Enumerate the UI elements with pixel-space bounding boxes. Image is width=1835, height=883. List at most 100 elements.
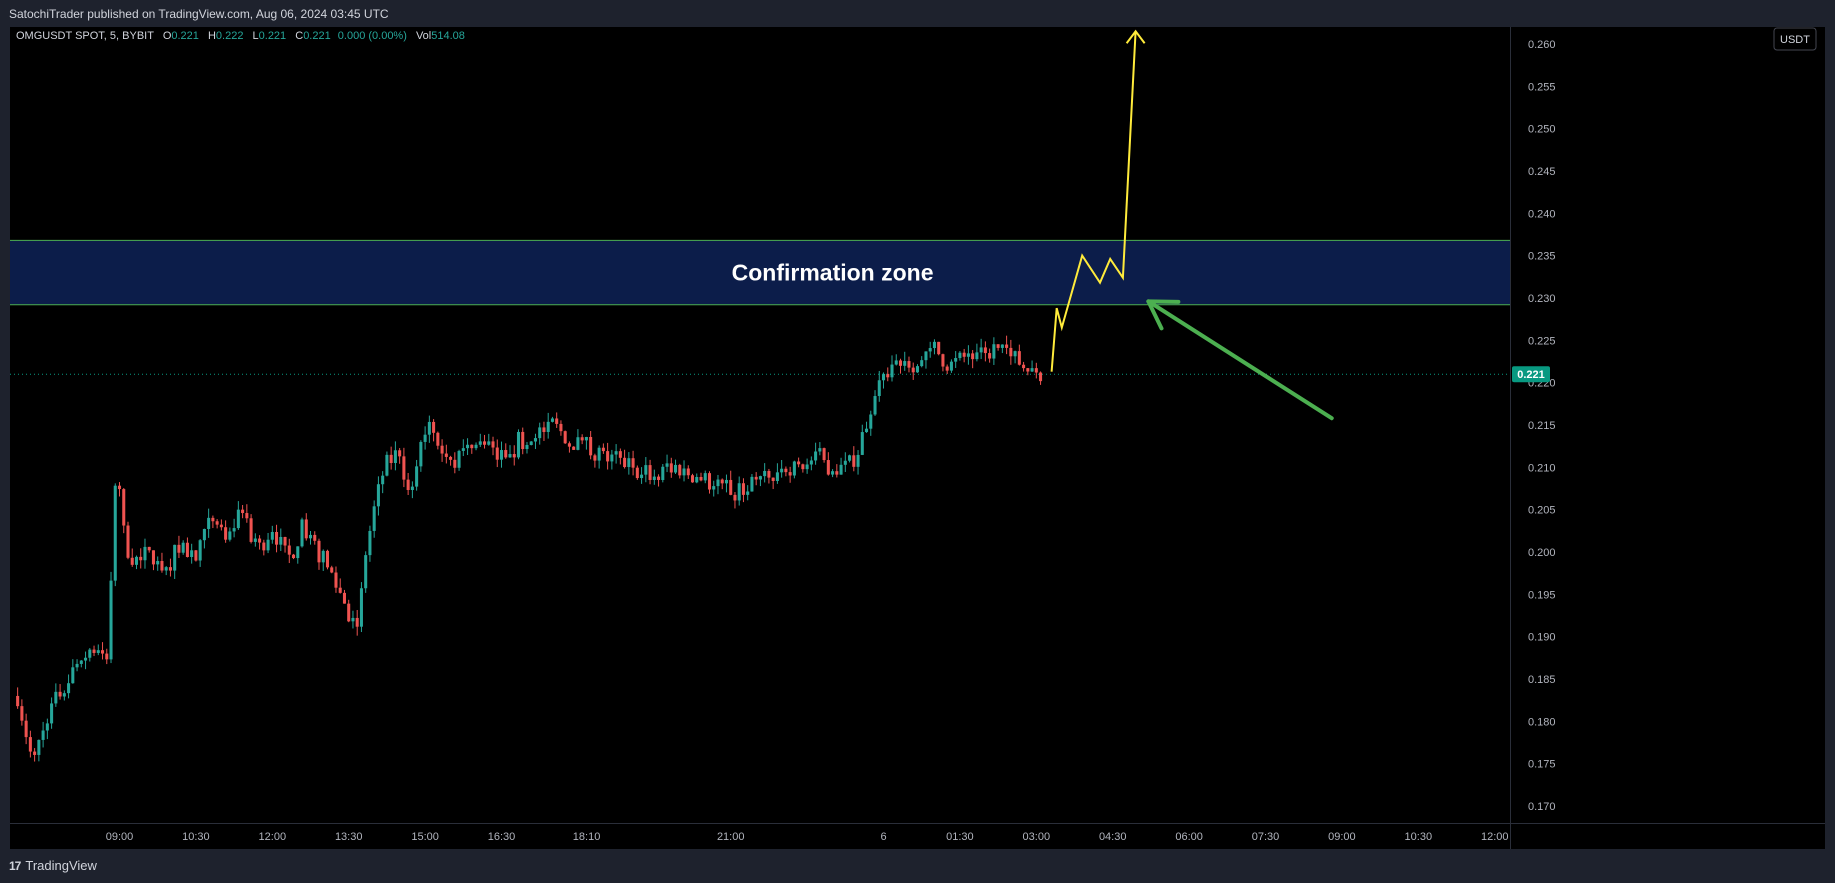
currency-label: USDT bbox=[1780, 34, 1810, 46]
candle-body bbox=[249, 518, 253, 542]
candle bbox=[253, 533, 257, 547]
candle bbox=[873, 390, 877, 416]
candle bbox=[330, 565, 334, 574]
legend-h-label: H bbox=[208, 30, 216, 42]
candle-body bbox=[1013, 351, 1017, 357]
candle bbox=[122, 488, 126, 534]
candle-body bbox=[610, 454, 614, 462]
legend-symbol: OMGUSDT SPOT, 5, BYBIT bbox=[16, 30, 154, 42]
candle-body bbox=[818, 448, 822, 452]
x-tick-label: 12:00 bbox=[259, 831, 287, 843]
candle bbox=[508, 445, 512, 458]
y-tick-label: 0.200 bbox=[1528, 547, 1556, 559]
y-tick-label: 0.180 bbox=[1528, 716, 1556, 728]
candle bbox=[733, 492, 737, 509]
candle bbox=[402, 447, 406, 488]
candle bbox=[881, 372, 886, 389]
candle bbox=[915, 364, 919, 373]
candle-body bbox=[525, 444, 529, 450]
candle bbox=[932, 339, 936, 355]
candle bbox=[313, 531, 317, 545]
y-tick-label: 0.245 bbox=[1528, 166, 1556, 178]
candle bbox=[966, 345, 970, 365]
candle-body bbox=[436, 432, 440, 446]
candle-body bbox=[898, 360, 903, 366]
candle-body bbox=[559, 423, 563, 432]
candle bbox=[249, 514, 253, 544]
candle bbox=[640, 467, 644, 484]
candle bbox=[601, 443, 605, 454]
candle-body bbox=[661, 466, 665, 480]
candle-body bbox=[194, 550, 198, 561]
candle bbox=[67, 674, 71, 699]
candle bbox=[275, 524, 279, 553]
y-tick-label: 0.225 bbox=[1528, 335, 1556, 347]
candle bbox=[521, 427, 525, 455]
candle-body bbox=[521, 431, 525, 450]
candle-body bbox=[164, 567, 168, 571]
candle bbox=[852, 446, 856, 472]
candle bbox=[703, 470, 707, 484]
candle bbox=[436, 431, 440, 450]
candle-body bbox=[266, 539, 270, 551]
price-chart[interactable]: Confirmation zone 0.2600.2550.2500.2450.… bbox=[10, 27, 1825, 849]
candle-body bbox=[792, 461, 796, 476]
candle-body bbox=[758, 476, 762, 480]
candle-body bbox=[440, 445, 444, 454]
candle bbox=[45, 718, 49, 740]
candle-body bbox=[466, 444, 470, 449]
candle-body bbox=[20, 706, 24, 721]
tradingview-logo[interactable]: 17 TradingView bbox=[9, 858, 97, 873]
candle bbox=[898, 358, 903, 374]
candle-body bbox=[236, 509, 240, 529]
candle bbox=[678, 463, 682, 479]
candle bbox=[453, 452, 457, 474]
candle bbox=[669, 457, 673, 478]
currency-button[interactable]: USDT bbox=[1773, 27, 1817, 51]
x-tick-label: 01:30 bbox=[946, 831, 974, 843]
candle bbox=[444, 444, 448, 464]
candle bbox=[427, 415, 431, 443]
candle-body bbox=[364, 555, 368, 589]
candle-body bbox=[848, 455, 852, 461]
candle bbox=[28, 730, 32, 758]
candle-body bbox=[945, 366, 949, 371]
candle-body bbox=[385, 454, 389, 476]
candle-body bbox=[325, 550, 330, 568]
candle bbox=[674, 459, 678, 474]
candle-body bbox=[262, 542, 266, 551]
candle-body bbox=[924, 351, 928, 361]
candle bbox=[245, 504, 249, 523]
candle-body bbox=[966, 353, 970, 357]
x-tick-label: 16:30 bbox=[488, 831, 516, 843]
candle bbox=[1005, 335, 1009, 355]
candle-body bbox=[843, 460, 847, 465]
candle bbox=[190, 543, 194, 564]
candle bbox=[559, 420, 563, 436]
candle bbox=[393, 441, 397, 471]
candle bbox=[886, 367, 890, 382]
candle bbox=[194, 550, 198, 562]
candle bbox=[589, 430, 593, 460]
candle-body bbox=[62, 693, 66, 697]
candle bbox=[988, 348, 992, 363]
candle bbox=[177, 535, 181, 558]
candle bbox=[869, 410, 873, 436]
candle-body bbox=[865, 428, 869, 433]
candle-body bbox=[92, 649, 96, 653]
candle bbox=[406, 472, 410, 495]
candle bbox=[283, 536, 287, 553]
candle-body bbox=[835, 471, 839, 475]
ohlc-legend: OMGUSDT SPOT, 5, BYBIT O0.221 H0.222 L0.… bbox=[16, 30, 465, 42]
candle bbox=[661, 463, 665, 483]
candle bbox=[423, 426, 427, 450]
candle-body bbox=[1000, 344, 1004, 348]
candle-body bbox=[920, 360, 924, 367]
candle-body bbox=[355, 617, 359, 627]
candle-body bbox=[300, 519, 304, 547]
projection-path bbox=[1050, 31, 1137, 372]
chart-area[interactable]: Confirmation zone 0.260 0.255 0.250 0.245 0.… bbox=[10, 27, 1825, 849]
candle-body bbox=[1039, 372, 1043, 382]
x-tick-label: 06:00 bbox=[1175, 831, 1203, 843]
candle bbox=[712, 480, 716, 497]
